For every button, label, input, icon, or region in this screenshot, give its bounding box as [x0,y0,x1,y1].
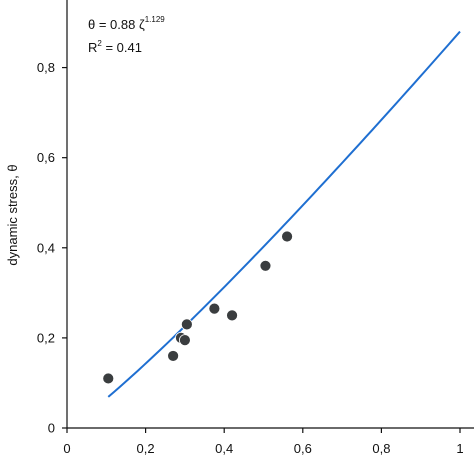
y-axis-title: dynamic stress, θ [5,164,20,265]
x-tick-label: 0 [63,441,70,456]
data-point [178,334,191,347]
fit-line-layer [107,30,461,398]
data-point [102,372,115,385]
data-points-layer [102,230,293,385]
y-tick-label: 0,8 [37,60,55,75]
fit-equation-main: θ = 0.88 ζ [88,17,145,32]
x-tick-label: 1 [456,441,463,456]
data-point [167,350,180,362]
y-tick-label: 0,6 [37,150,55,165]
x-tick-label: 0,6 [294,441,312,456]
r-squared-prefix: R [88,40,97,55]
y-tick-label: 0,4 [37,240,55,255]
y-tick-label: 0,2 [37,330,55,345]
x-tick-label: 0,2 [137,441,155,456]
data-point [180,318,193,331]
fit-equation-exponent: 1.129 [145,15,166,24]
axes-layer [66,0,474,429]
r-squared-value: = 0.41 [102,40,142,55]
r-squared-sup: 2 [97,39,102,48]
fit-line [107,30,461,398]
ticks-layer: 0 0,2 0,4 0,6 0,8 1 0 0,2 0,4 0,6 0,8 [37,60,464,456]
r-squared-label: R2 = 0.41 [88,39,142,55]
fit-equation: θ = 0.88 ζ1.129 [88,15,165,32]
y-tick-label: 0 [48,421,55,436]
data-point [208,302,221,315]
data-point [226,309,238,322]
x-tick-label: 0,8 [372,441,390,456]
data-point [259,259,272,272]
data-point [281,230,293,243]
x-tick-label: 0,4 [215,441,233,456]
